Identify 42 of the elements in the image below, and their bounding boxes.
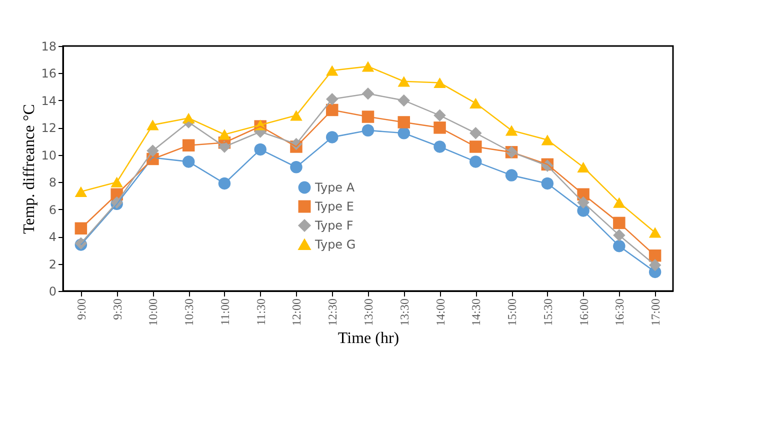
x-tick-label: 14:00 [433, 298, 448, 326]
y-tick-label: 4 [48, 230, 56, 244]
point [648, 259, 662, 272]
x-tick-label: 12:00 [290, 298, 304, 326]
legend-label: Type G [314, 238, 356, 252]
x-tick-label: 16:30 [612, 298, 627, 326]
legend-label: Type F [314, 218, 354, 232]
point [470, 140, 482, 153]
legend-label: Type A [314, 180, 356, 194]
point [434, 122, 446, 134]
y-tick-label: 2 [48, 257, 56, 272]
legend-label: Type E [314, 200, 354, 214]
point [218, 129, 231, 140]
y-tick-label: 14 [41, 94, 56, 108]
x-tick-label: 10:30 [182, 298, 196, 326]
y-tick-label: 12 [41, 121, 56, 136]
x-tick-label: 13:00 [362, 298, 376, 326]
x-tick-label: 11:00 [218, 298, 232, 326]
x-tick-label: 14:30 [469, 298, 484, 326]
x-tick-label: 11:30 [254, 298, 268, 326]
y-tick-label: 10 [41, 148, 56, 162]
point [648, 227, 662, 238]
x-tick-label: 12:30 [326, 298, 340, 326]
x-tick-label: 16:00 [576, 298, 591, 326]
point [74, 222, 88, 235]
x-axis-title: Time (hr) [338, 330, 400, 347]
x-tick-label: 13:30 [397, 298, 412, 326]
y-tick-label: 6 [48, 202, 56, 217]
x-tick-label: 10:00 [146, 298, 160, 326]
x-tick-label: 9:00 [74, 298, 88, 320]
point [398, 116, 410, 128]
y-tick-label: 8 [48, 176, 56, 190]
x-tick-label: 15:00 [505, 298, 520, 326]
point [362, 110, 374, 123]
point [74, 186, 88, 197]
y-tick-label: 0 [48, 284, 56, 298]
y-axis-title: Temp. diffreance °C [21, 104, 38, 234]
x-tick-label: 9:30 [110, 298, 124, 320]
x-tick-label: 15:30 [540, 298, 555, 326]
y-tick-label: 16 [41, 66, 56, 81]
y-tick-label: 18 [41, 40, 56, 54]
x-tick-label: 17:00 [648, 298, 663, 326]
